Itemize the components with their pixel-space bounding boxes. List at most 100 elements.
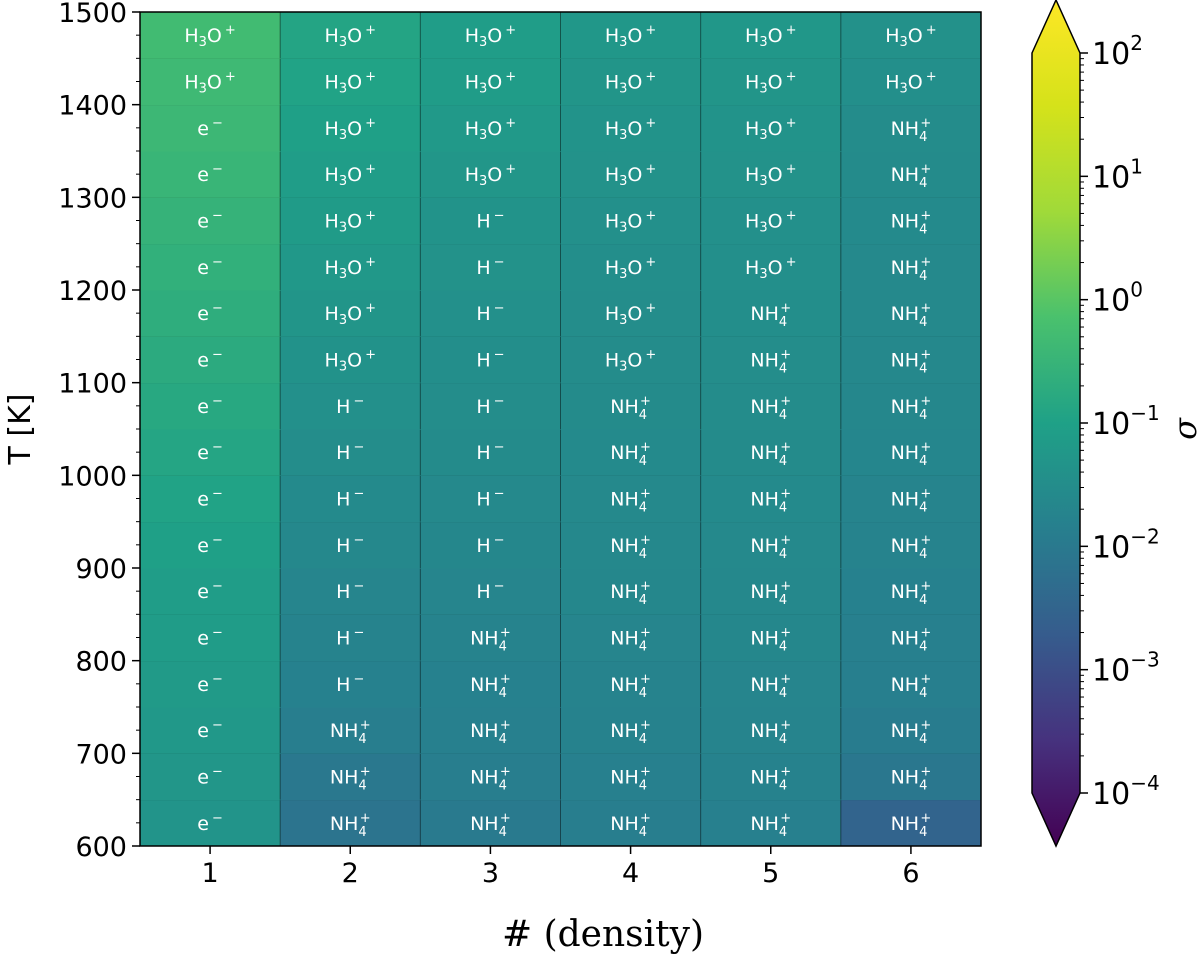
heatmap-cell <box>420 290 561 337</box>
heatmap-cell <box>560 475 702 523</box>
heatmap-cell <box>280 382 421 430</box>
heatmap-cell <box>840 58 982 106</box>
heatmap-cell <box>140 243 281 291</box>
heatmap-cell <box>840 521 982 569</box>
heatmap-cells <box>140 11 982 847</box>
colorbar-label: σ <box>1166 417 1200 440</box>
heatmap-cell <box>700 197 842 245</box>
heatmap-cell <box>560 568 702 615</box>
heatmap-cell <box>140 475 281 523</box>
heatmap-cell <box>280 151 421 198</box>
heatmap-cell <box>700 568 842 615</box>
y-tick-label: 1000 <box>58 461 127 492</box>
heatmap-cell <box>840 429 982 476</box>
cell-label: H − <box>336 672 364 696</box>
y-tick-label: 1500 <box>58 0 127 29</box>
heatmap-cell <box>140 12 281 59</box>
cell-label: H3O + <box>325 23 376 50</box>
heatmap-cell <box>700 475 842 523</box>
heatmap-cell <box>560 243 702 291</box>
heatmap-cell <box>280 12 421 59</box>
x-tick-label: 6 <box>902 858 919 889</box>
heatmap-cell <box>420 197 561 245</box>
heatmap-cell <box>280 104 421 152</box>
heatmap-cell <box>840 382 982 430</box>
colorbar-tick-label: 10−2 <box>1092 524 1160 565</box>
heatmap-cell <box>140 799 281 847</box>
heatmap-cell <box>280 799 421 847</box>
colorbar-tick-label: 102 <box>1092 31 1143 72</box>
heatmap-cell <box>560 614 702 662</box>
heatmap-cell <box>700 104 842 152</box>
colorbar-tick-label: 10−1 <box>1092 401 1160 442</box>
heatmap-cell <box>840 104 982 152</box>
heatmap-cell <box>840 475 982 523</box>
y-tick-label: 700 <box>75 739 127 770</box>
heatmap-cell <box>560 799 702 847</box>
heatmap-cell <box>840 614 982 662</box>
heatmap-cell <box>560 753 702 801</box>
heatmap-cell <box>420 753 561 801</box>
heatmap-cell <box>700 243 842 291</box>
heatmap-cell <box>140 429 281 476</box>
heatmap-cell <box>700 382 842 430</box>
heatmap-cell <box>840 290 982 337</box>
heatmap-cell <box>700 429 842 476</box>
heatmap-cell <box>560 12 702 59</box>
y-axis-label: T [K] <box>3 394 38 466</box>
heatmap-cell <box>700 151 842 198</box>
heatmap-cell <box>700 614 842 662</box>
heatmap-cell <box>840 568 982 615</box>
heatmap-cell <box>840 753 982 801</box>
heatmap-cell <box>280 614 421 662</box>
heatmap-cell <box>700 521 842 569</box>
x-tick-label: 1 <box>201 858 218 889</box>
heatmap-cell <box>420 660 561 708</box>
heatmap-cell <box>560 151 702 198</box>
heatmap-cell <box>840 151 982 198</box>
cell-label: H3O + <box>465 70 516 97</box>
colorbar-tick-label: 10−3 <box>1092 648 1160 689</box>
heatmap-cell <box>840 197 982 245</box>
heatmap-cell <box>560 429 702 476</box>
cell-label: H3O + <box>745 162 796 189</box>
heatmap-cell <box>140 382 281 430</box>
heatmap-cell <box>420 521 561 569</box>
heatmap-cell <box>700 336 842 384</box>
heatmap-cell <box>280 753 421 801</box>
cell-label: H3O + <box>745 23 796 50</box>
heatmap-cell <box>280 568 421 615</box>
cell-label: H3O + <box>605 23 656 50</box>
y-tick-label: 1400 <box>58 91 127 122</box>
heatmap-cell <box>420 614 561 662</box>
heatmap-cell <box>280 290 421 337</box>
colorbar-tick-label: 10−4 <box>1092 771 1160 812</box>
heatmap-cell <box>280 707 421 754</box>
heatmap-cell <box>280 475 421 523</box>
heatmap-cell <box>840 707 982 754</box>
cell-label: H3O + <box>184 23 235 50</box>
heatmap-cell <box>280 243 421 291</box>
heatmap-cell <box>560 382 702 430</box>
heatmap-cell <box>140 521 281 569</box>
cell-label: H − <box>476 487 504 511</box>
heatmap-cell <box>700 799 842 847</box>
heatmap-cell <box>420 429 561 476</box>
colorbar-tick-label: 101 <box>1092 154 1143 195</box>
heatmap-cell <box>420 382 561 430</box>
heatmap-cell <box>140 151 281 198</box>
heatmap-cell <box>700 707 842 754</box>
heatmap-cell <box>560 58 702 106</box>
y-axis-ticks: 600 700 800 900 1000 1100 1200 1300 1400 1500 <box>58 0 140 863</box>
y-tick-label: 1200 <box>58 276 127 307</box>
heatmap-cell <box>280 429 421 476</box>
heatmap-cell <box>420 12 561 59</box>
cell-label: H − <box>476 533 504 557</box>
heatmap-cell <box>140 660 281 708</box>
heatmap-cell <box>840 660 982 708</box>
x-axis-ticks: 1 2 3 4 5 6 <box>201 846 920 889</box>
heatmap-cell <box>420 799 561 847</box>
heatmap-cell <box>700 753 842 801</box>
heatmap-cell <box>140 707 281 754</box>
